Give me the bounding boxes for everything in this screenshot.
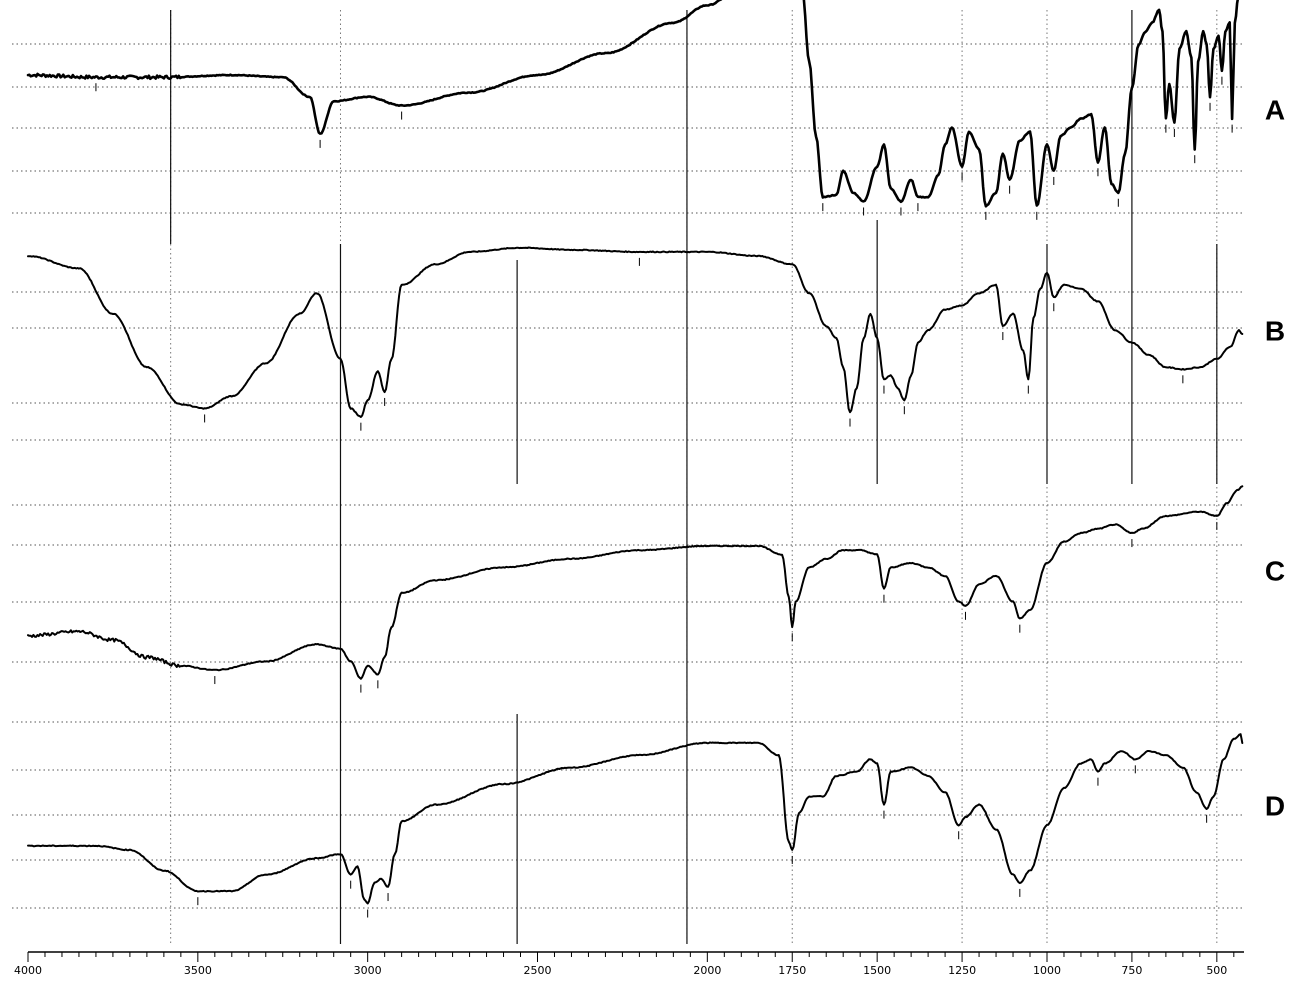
x-axis: 4000 3500 3000 2500 2000 1750 1500 1250 1000 750 5… xyxy=(14,951,1244,977)
x-tick-label: 1000 xyxy=(1033,964,1061,977)
x-tick-label: 2500 xyxy=(523,964,551,977)
x-tick-label: 1750 xyxy=(778,964,806,977)
x-tick-label: 3000 xyxy=(354,964,382,977)
spectrum-trace-d xyxy=(27,733,1244,905)
x-tick-label: 500 xyxy=(1206,964,1227,977)
grid xyxy=(12,10,1244,944)
series-labels: A B C D xyxy=(1265,94,1285,821)
series-group xyxy=(26,0,1244,918)
x-tick-label: 1250 xyxy=(948,964,976,977)
spectrum-trace-a xyxy=(26,0,1239,208)
x-tick-label: 3500 xyxy=(184,964,212,977)
spectrum-trace-b xyxy=(27,246,1244,418)
spectrum-trace-c xyxy=(27,485,1244,680)
x-tick-label: 750 xyxy=(1121,964,1142,977)
x-tick-label: 1500 xyxy=(863,964,891,977)
x-tick-label: 4000 xyxy=(14,964,42,977)
series-label-d: D xyxy=(1265,790,1285,821)
series-label-c: C xyxy=(1265,555,1285,586)
x-tick-label: 2000 xyxy=(693,964,721,977)
series-label-a: A xyxy=(1265,94,1285,125)
series-label-b: B xyxy=(1265,315,1285,346)
